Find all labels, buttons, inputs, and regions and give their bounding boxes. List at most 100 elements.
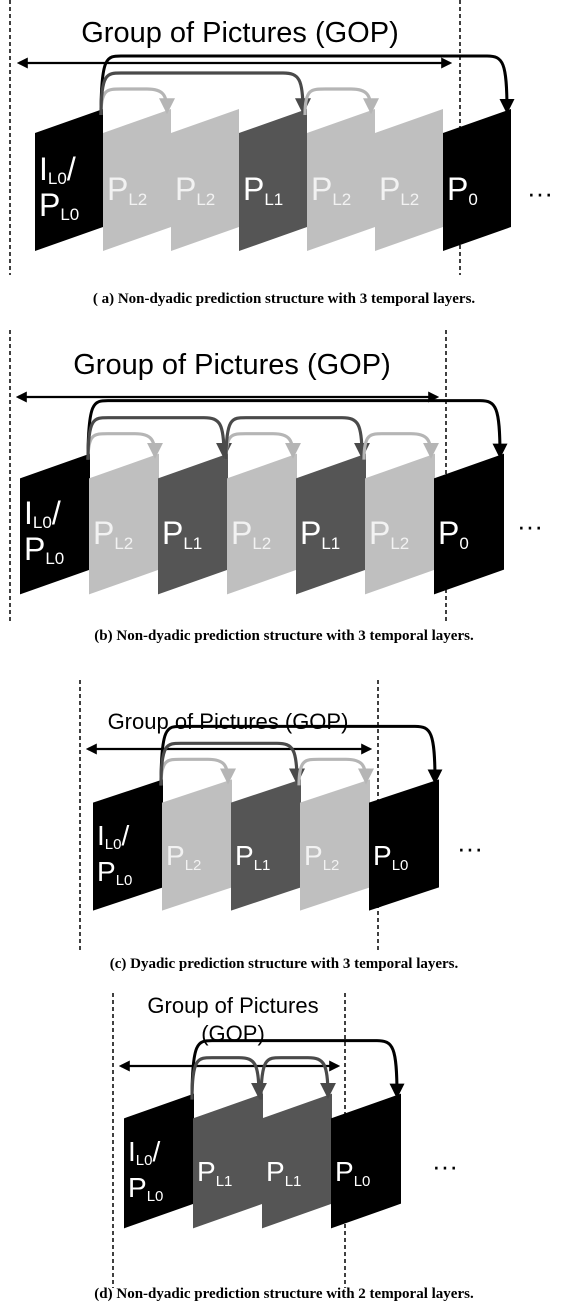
frame-shape	[103, 109, 171, 251]
prediction-arrow	[362, 432, 439, 460]
frame-label-bottom: PL0	[39, 187, 79, 224]
frame-shape	[296, 453, 366, 595]
frame-type: P	[24, 531, 45, 567]
frame-label: P0	[438, 515, 469, 553]
frame-3: PL2	[227, 453, 297, 595]
frame-label-top: IL0/	[128, 1136, 160, 1169]
frame-type: P	[235, 840, 254, 871]
frame-type: P	[93, 515, 114, 551]
frame-type: P	[107, 171, 128, 207]
frame-type: P	[379, 171, 400, 207]
frame-label: PL2	[379, 171, 419, 209]
frame-type: P	[369, 515, 390, 551]
frame-6: P0	[443, 109, 511, 251]
frame-label: PL1	[197, 1156, 232, 1190]
frame-layer: L2	[252, 534, 271, 553]
frame-label: PL2	[311, 171, 351, 209]
panel-caption: ( a) Non-dyadic prediction structure wit…	[93, 291, 476, 307]
frame-type: P	[162, 515, 183, 551]
frame-shape	[369, 779, 439, 911]
gop-label-line: Group of Pictures (GOP)	[108, 709, 349, 734]
frame-shape	[434, 453, 504, 595]
prediction-arrow	[159, 741, 305, 786]
frame-0: IL0/PL0	[124, 1093, 194, 1229]
frame-type: P	[175, 171, 196, 207]
frame-type: I	[128, 1136, 136, 1167]
frame-shape	[331, 1093, 401, 1229]
frame-shape	[193, 1093, 263, 1229]
frame-layer: 0	[459, 534, 468, 553]
frame-type: P	[166, 840, 185, 871]
panel-caption: (d) Non-dyadic prediction structure with…	[94, 1286, 474, 1302]
frame-layer: L0	[392, 857, 409, 874]
gop-label: Group of Pictures (GOP)	[81, 17, 399, 49]
frame-label: PL1	[266, 1156, 301, 1190]
frame-label: P0	[447, 171, 478, 209]
frame-type: P	[304, 840, 323, 871]
frame-label-bottom: PL0	[24, 531, 64, 568]
prediction-arrows	[99, 54, 515, 116]
frame-type: P	[266, 1156, 285, 1187]
prediction-arrow	[224, 432, 301, 460]
frame-shape	[375, 109, 443, 251]
frame-type: P	[373, 840, 392, 871]
prediction-arrows	[86, 399, 508, 460]
continuation-ellipsis: ···	[517, 511, 543, 541]
frame-layer: L1	[285, 1173, 302, 1190]
frame-layer: L2	[390, 534, 409, 553]
prediction-arrow	[297, 757, 374, 786]
frame-layer: L2	[185, 857, 202, 874]
frame-shape	[443, 109, 511, 251]
frame-layer: L0	[60, 205, 79, 224]
frame-layer: L2	[323, 857, 340, 874]
prediction-arrow	[86, 432, 163, 460]
gop-label-line: Group of Pictures (GOP)	[81, 17, 399, 49]
frame-layer: L2	[332, 190, 351, 209]
frame-type: P	[447, 171, 468, 207]
frame-1: PL1	[193, 1093, 263, 1229]
frame-layer: L2	[114, 534, 133, 553]
frame-layer: L0	[33, 513, 52, 532]
frame-type: P	[300, 515, 321, 551]
gop-label-line: (GOP)	[201, 1021, 265, 1046]
frame-1: PL2	[162, 779, 232, 911]
frame-layer: L0	[45, 549, 64, 568]
frame-slash: /	[152, 1136, 160, 1167]
frame-label: PL2	[369, 515, 409, 553]
frame-type: P	[197, 1156, 216, 1187]
prediction-arrow	[303, 87, 379, 116]
frame-shape	[300, 779, 370, 911]
frame-type: I	[97, 820, 105, 851]
frame-label: PL2	[166, 840, 201, 874]
frame-label-top: IL0/	[39, 151, 76, 188]
frame-label-top: IL0/	[24, 495, 61, 532]
frame-type: P	[231, 515, 252, 551]
frame-label-top: IL0/	[97, 820, 129, 853]
frame-4: PL1	[296, 453, 366, 595]
frame-3: PL1	[239, 109, 307, 251]
frame-layer: L0	[354, 1173, 371, 1190]
gop-label: Group of Pictures (GOP)	[73, 349, 391, 381]
frame-slash: /	[121, 820, 129, 851]
frame-type: P	[39, 187, 60, 223]
frame-shape	[231, 779, 301, 911]
frame-shape	[262, 1093, 332, 1229]
frame-shape	[227, 453, 297, 595]
frame-type: I	[39, 151, 48, 187]
frame-shape	[158, 453, 228, 595]
prediction-arrow	[159, 757, 236, 786]
frame-label: PL2	[107, 171, 147, 209]
prediction-arrow	[99, 71, 311, 116]
frame-2: PL1	[262, 1093, 332, 1229]
frame-layer: 0	[468, 190, 477, 209]
prediction-arrow	[224, 416, 370, 460]
frame-layer: L0	[116, 872, 133, 889]
